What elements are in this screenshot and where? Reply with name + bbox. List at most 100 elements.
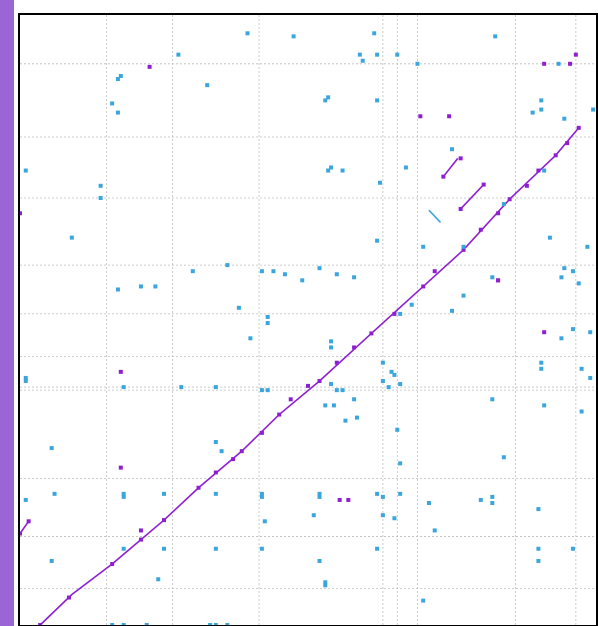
off-diagonal-point xyxy=(493,34,498,39)
off-diagonal-point xyxy=(579,366,584,371)
series-lines xyxy=(19,127,580,626)
off-diagonal-point xyxy=(311,513,316,518)
off-diagonal-point xyxy=(380,379,385,383)
off-diagonal-point xyxy=(426,501,431,505)
off-diagonal-point xyxy=(115,287,120,292)
match-point xyxy=(66,595,71,600)
match-point xyxy=(288,397,293,402)
off-diagonal-point xyxy=(352,275,357,280)
off-diagonal-point xyxy=(225,623,230,626)
match-point xyxy=(337,497,342,502)
off-diagonal-point xyxy=(588,330,593,335)
match-point xyxy=(239,449,244,454)
dot-plot-area xyxy=(14,0,598,626)
off-diagonal-point xyxy=(23,497,28,502)
off-diagonal-point xyxy=(121,494,126,499)
match-point xyxy=(213,470,218,475)
off-diagonal-point xyxy=(398,311,403,316)
off-diagonal-point xyxy=(317,491,322,496)
plot-frame xyxy=(18,13,598,626)
off-diagonal-point xyxy=(110,101,115,106)
off-diagonal-point xyxy=(421,244,426,249)
match-point xyxy=(441,174,446,179)
match-point xyxy=(196,485,201,490)
match-point xyxy=(259,430,264,435)
off-diagonal-point xyxy=(547,235,552,240)
off-diagonal-point xyxy=(115,77,120,82)
off-diagonal-point xyxy=(490,397,495,402)
match-point xyxy=(542,330,547,335)
off-diagonal-point xyxy=(556,61,561,66)
alignment-segment xyxy=(460,184,485,210)
off-diagonal-point xyxy=(213,440,218,444)
match-point xyxy=(568,61,573,66)
off-diagonal-point xyxy=(326,168,331,173)
off-diagonal-point xyxy=(398,491,403,496)
off-diagonal-point xyxy=(23,168,28,173)
off-diagonal-point xyxy=(415,61,420,66)
off-diagonal-point xyxy=(490,275,495,280)
plot-background xyxy=(14,0,598,626)
off-diagonal-point xyxy=(329,165,334,170)
off-diagonal-point xyxy=(591,107,596,112)
off-diagonal-point xyxy=(343,418,348,423)
off-diagonal-point xyxy=(225,263,230,268)
match-point xyxy=(352,345,357,350)
match-point xyxy=(447,114,452,119)
off-diagonal-point xyxy=(265,314,270,319)
series-points xyxy=(18,31,596,626)
off-diagonal-point xyxy=(570,269,575,274)
off-diagonal-point xyxy=(334,388,339,393)
off-diagonal-point xyxy=(259,388,264,393)
off-diagonal-point xyxy=(380,513,385,518)
off-diagonal-point xyxy=(23,375,28,380)
alignment-segment xyxy=(428,209,442,223)
diagonal-alignment-line xyxy=(39,127,580,626)
match-point xyxy=(481,182,486,187)
match-point xyxy=(458,206,463,211)
off-diagonal-point xyxy=(98,183,103,188)
match-point xyxy=(478,227,483,232)
off-diagonal-point xyxy=(378,180,382,185)
off-diagonal-point xyxy=(450,308,454,313)
match-point xyxy=(421,284,426,289)
off-diagonal-point xyxy=(329,345,334,350)
off-diagonal-point xyxy=(317,494,322,499)
off-diagonal-point xyxy=(110,623,115,626)
off-diagonal-point xyxy=(478,497,483,502)
off-diagonal-point xyxy=(357,52,362,57)
off-diagonal-point xyxy=(539,366,544,371)
off-diagonal-point xyxy=(421,598,426,603)
match-point xyxy=(118,465,123,470)
off-diagonal-point xyxy=(539,107,544,112)
match-point xyxy=(458,156,463,161)
match-point xyxy=(306,383,310,388)
off-diagonal-point xyxy=(334,272,339,277)
off-diagonal-point xyxy=(501,202,506,207)
off-diagonal-point xyxy=(432,528,437,533)
off-diagonal-point xyxy=(559,275,564,280)
match-point xyxy=(147,64,152,69)
off-diagonal-point xyxy=(245,31,250,36)
off-diagonal-point xyxy=(354,415,359,420)
match-point xyxy=(346,497,351,502)
off-diagonal-point xyxy=(162,491,166,496)
off-diagonal-point xyxy=(213,491,218,496)
off-diagonal-point xyxy=(490,494,495,499)
off-diagonal-point xyxy=(52,491,57,496)
off-diagonal-point xyxy=(213,623,218,626)
match-point xyxy=(392,311,397,316)
match-point xyxy=(553,153,558,158)
off-diagonal-point xyxy=(576,281,581,286)
off-diagonal-point xyxy=(579,409,584,414)
off-diagonal-point xyxy=(259,494,264,499)
off-diagonal-point xyxy=(153,284,158,289)
off-diagonal-point xyxy=(219,449,224,454)
off-diagonal-point xyxy=(23,379,28,383)
off-diagonal-point xyxy=(205,83,210,88)
off-diagonal-point xyxy=(271,269,276,274)
off-diagonal-point xyxy=(179,385,184,390)
off-diagonal-point xyxy=(49,446,54,451)
off-diagonal-point xyxy=(282,272,287,277)
off-diagonal-point xyxy=(98,196,103,200)
